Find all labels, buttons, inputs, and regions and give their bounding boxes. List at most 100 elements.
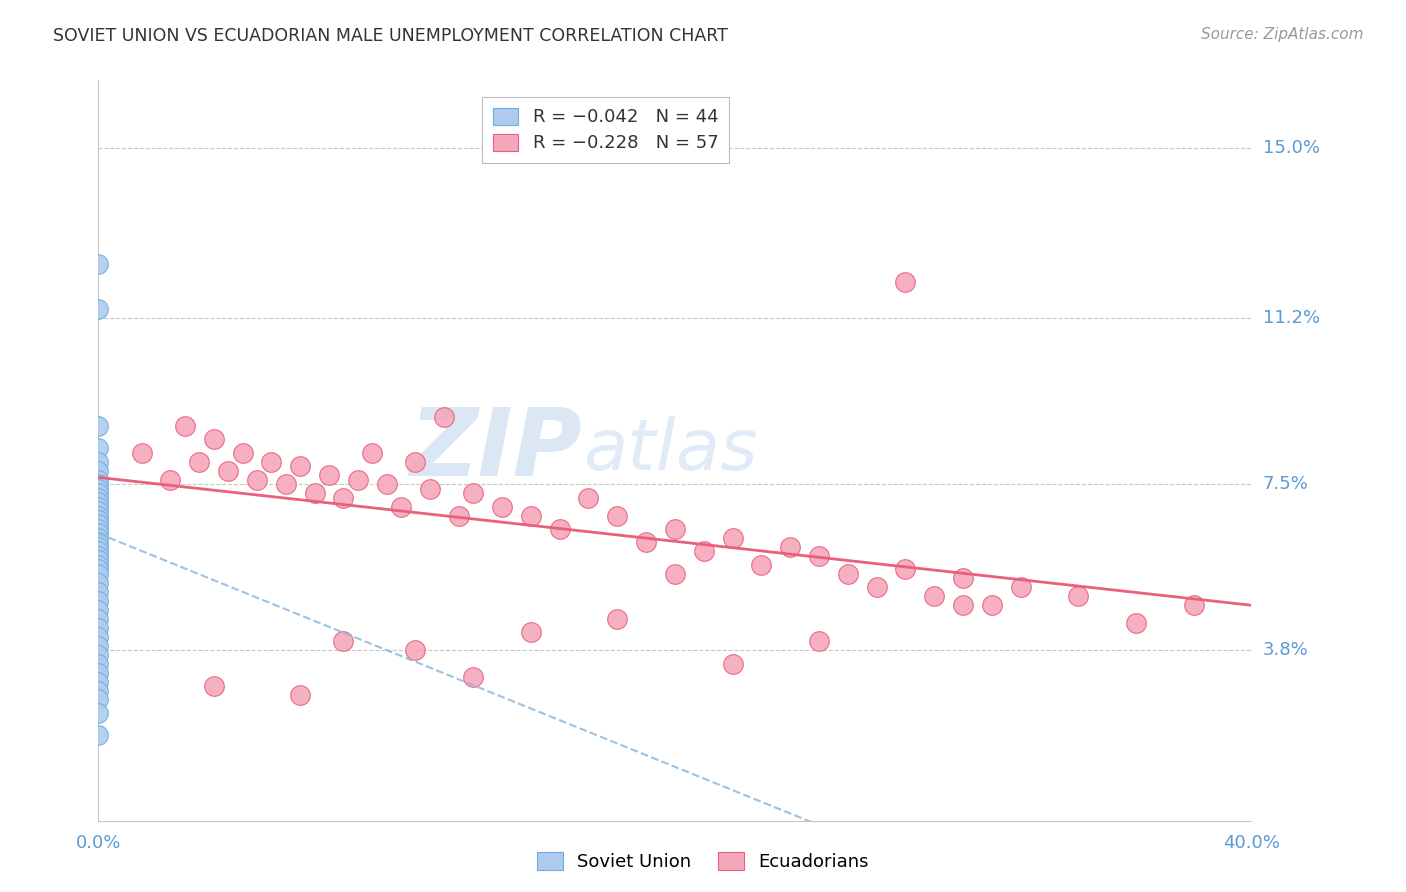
Point bbox=[433, 409, 456, 424]
Point bbox=[231, 446, 254, 460]
Point bbox=[87, 517, 110, 532]
Point bbox=[606, 508, 628, 523]
Point bbox=[87, 257, 110, 271]
Point bbox=[894, 562, 917, 576]
Point bbox=[87, 692, 110, 706]
Point bbox=[664, 566, 686, 581]
Point bbox=[87, 495, 110, 509]
Point bbox=[87, 455, 110, 469]
Point bbox=[159, 473, 181, 487]
Point bbox=[87, 522, 110, 536]
Point bbox=[87, 665, 110, 680]
Point bbox=[131, 446, 153, 460]
Point bbox=[87, 508, 110, 523]
Point bbox=[924, 589, 946, 603]
Legend: R = −0.042   N = 44, R = −0.228   N = 57: R = −0.042 N = 44, R = −0.228 N = 57 bbox=[482, 96, 730, 163]
Point bbox=[87, 566, 110, 581]
Point bbox=[87, 639, 110, 653]
Point bbox=[491, 500, 513, 514]
Point bbox=[260, 455, 283, 469]
Point bbox=[87, 486, 110, 500]
Point bbox=[405, 455, 427, 469]
Point bbox=[693, 544, 716, 558]
Point bbox=[87, 728, 110, 742]
Point bbox=[389, 500, 412, 514]
Point bbox=[274, 477, 297, 491]
Point bbox=[246, 473, 269, 487]
Point bbox=[174, 418, 197, 433]
Point bbox=[87, 418, 110, 433]
Point bbox=[721, 657, 744, 671]
Point bbox=[808, 549, 831, 563]
Point bbox=[87, 441, 110, 455]
Point bbox=[548, 522, 571, 536]
Point bbox=[578, 491, 600, 505]
Point bbox=[87, 612, 110, 626]
Point bbox=[188, 455, 211, 469]
Text: Source: ZipAtlas.com: Source: ZipAtlas.com bbox=[1201, 27, 1364, 42]
Text: 15.0%: 15.0% bbox=[1263, 138, 1320, 157]
Point bbox=[636, 535, 658, 549]
Point bbox=[87, 706, 110, 720]
Point bbox=[981, 599, 1004, 613]
Point bbox=[87, 531, 110, 545]
Point bbox=[87, 504, 110, 518]
Point bbox=[837, 566, 859, 581]
Point bbox=[304, 486, 326, 500]
Point bbox=[952, 599, 974, 613]
Point bbox=[202, 679, 225, 693]
Point bbox=[405, 643, 427, 657]
Point bbox=[606, 612, 628, 626]
Point bbox=[87, 549, 110, 563]
Point bbox=[520, 508, 543, 523]
Point bbox=[952, 571, 974, 585]
Point bbox=[87, 526, 110, 541]
Point bbox=[87, 584, 110, 599]
Point bbox=[87, 302, 110, 317]
Point bbox=[87, 603, 110, 617]
Point bbox=[290, 688, 312, 702]
Point bbox=[419, 482, 441, 496]
Text: atlas: atlas bbox=[582, 416, 758, 485]
Point bbox=[808, 634, 831, 648]
Point bbox=[87, 558, 110, 572]
Point bbox=[202, 432, 225, 446]
Point bbox=[332, 634, 354, 648]
Point bbox=[866, 580, 889, 594]
Point bbox=[87, 535, 110, 549]
Point bbox=[87, 477, 110, 491]
Point bbox=[664, 522, 686, 536]
Text: ZIP: ZIP bbox=[409, 404, 582, 497]
Point bbox=[361, 446, 384, 460]
Point bbox=[721, 531, 744, 545]
Point bbox=[87, 500, 110, 514]
Point bbox=[375, 477, 398, 491]
Point bbox=[217, 464, 239, 478]
Point bbox=[290, 459, 312, 474]
Point bbox=[447, 508, 470, 523]
Point bbox=[1010, 580, 1032, 594]
Point bbox=[87, 657, 110, 671]
Point bbox=[520, 625, 543, 640]
Point bbox=[779, 540, 801, 554]
Point bbox=[318, 468, 340, 483]
Point bbox=[87, 473, 110, 487]
Point bbox=[87, 513, 110, 527]
Text: SOVIET UNION VS ECUADORIAN MALE UNEMPLOYMENT CORRELATION CHART: SOVIET UNION VS ECUADORIAN MALE UNEMPLOY… bbox=[53, 27, 728, 45]
Point bbox=[1182, 599, 1205, 613]
Point bbox=[1125, 616, 1147, 631]
Point bbox=[87, 621, 110, 635]
Text: 3.8%: 3.8% bbox=[1263, 641, 1309, 659]
Point bbox=[87, 562, 110, 576]
Point bbox=[87, 683, 110, 698]
Point bbox=[87, 674, 110, 689]
Point bbox=[87, 540, 110, 554]
Legend: Soviet Union, Ecuadorians: Soviet Union, Ecuadorians bbox=[530, 846, 876, 879]
Text: 11.2%: 11.2% bbox=[1263, 310, 1320, 327]
Point bbox=[87, 464, 110, 478]
Point bbox=[87, 594, 110, 608]
Point bbox=[87, 544, 110, 558]
Point bbox=[894, 275, 917, 289]
Point bbox=[87, 648, 110, 662]
Point bbox=[346, 473, 368, 487]
